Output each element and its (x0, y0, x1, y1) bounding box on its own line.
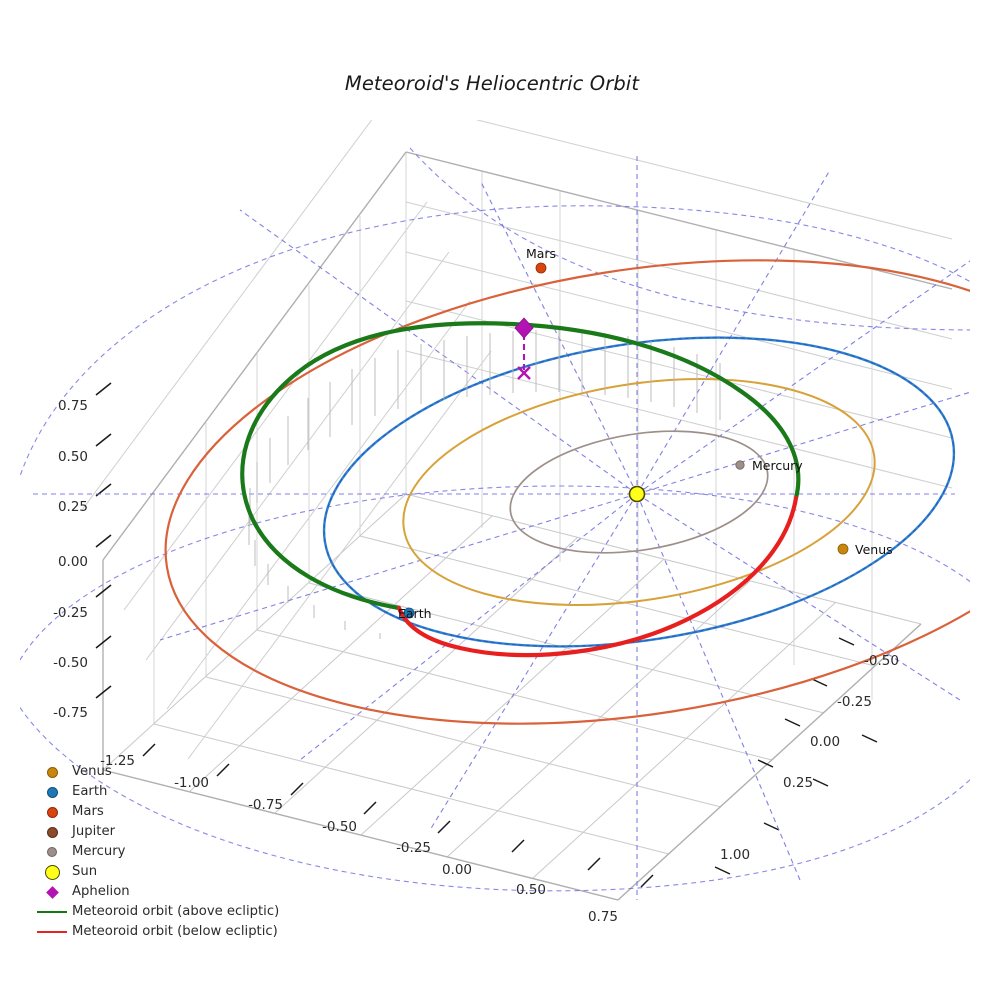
legend-label: Aphelion (72, 884, 130, 899)
legend-item-jupiter[interactable]: Jupiter (34, 822, 334, 842)
grid-wall-right-verticals (481, 171, 873, 700)
legend-item-aphelion[interactable]: Aphelion (34, 882, 334, 902)
sun-dot-icon (34, 864, 70, 880)
orbit-meteoroid-below (396, 495, 799, 658)
tick-label: 0.00 (442, 862, 472, 878)
venus-label: Venus (855, 542, 893, 557)
tick-label: -0.50 (864, 653, 899, 669)
tick-label: -0.50 (53, 655, 88, 671)
tick-labels-bottom-right: 0.50 0.75 1.00 (516, 847, 750, 925)
grid-wall-left-verticals (102, 152, 407, 770)
earth-dot-icon (34, 786, 70, 798)
sun-marker[interactable] (628, 485, 646, 503)
tick-label: 0.00 (810, 734, 840, 750)
page-title: Meteoroid's Heliocentric Orbit (344, 72, 640, 95)
tick-labels-right: -0.50 -0.25 0.00 0.25 (783, 653, 899, 791)
earth-marker[interactable] (403, 607, 415, 619)
tick-label: 1.00 (720, 847, 750, 863)
legend-item-meteoroid-below[interactable]: Meteoroid orbit (below ecliptic) (34, 922, 334, 942)
tick-label: -0.75 (53, 705, 88, 721)
legend-item-mars[interactable]: Mars (34, 802, 334, 822)
meteoroid-projection-stems (248, 330, 721, 639)
tick-label: 0.75 (588, 909, 618, 925)
aphelion-diamond-icon (34, 885, 70, 899)
tick-labels-left: 0.75 0.50 0.25 0.00 -0.25 -0.50 -0.75 (53, 398, 88, 721)
mars-marker[interactable] (535, 262, 547, 274)
legend-item-meteoroid-above[interactable]: Meteoroid orbit (above ecliptic) (34, 902, 334, 922)
tick-label: 0.50 (516, 882, 546, 898)
legend-label: Sun (72, 864, 98, 879)
orbit-mercury (509, 430, 769, 554)
legend-item-mercury[interactable]: Mercury (34, 842, 334, 862)
green-line-swatch-icon (34, 911, 70, 913)
red-line-swatch-icon (34, 931, 70, 933)
tick-label: -0.25 (837, 694, 872, 710)
venus-dot-icon (34, 766, 70, 778)
legend-label: Jupiter (72, 824, 115, 839)
tick-label: -1.00 (174, 775, 209, 791)
body-markers (403, 262, 849, 619)
chart-legend: Venus Earth Mars Jupiter Mercury (34, 762, 334, 942)
tick-labels-bottom-left: -1.25 -1.00 -0.75 -0.50 -0.25 0.00 (100, 753, 472, 878)
tick-label: -0.25 (396, 840, 431, 856)
legend-label: Venus (72, 764, 112, 779)
grid-wall-left (81, 120, 492, 760)
tick-label: 0.75 (58, 398, 88, 414)
tick-label: 0.25 (58, 499, 88, 515)
legend-label: Meteoroid orbit (above ecliptic) (72, 904, 280, 919)
aphelion-ecliptic-cross-icon (517, 366, 531, 380)
legend-item-venus[interactable]: Venus (34, 762, 334, 782)
jupiter-dot-icon (34, 826, 70, 838)
orbit-venus (402, 378, 876, 606)
legend-item-earth[interactable]: Earth (34, 782, 334, 802)
tick-label: -0.75 (248, 797, 283, 813)
earth-label: Earth (398, 606, 432, 621)
tick-label: 0.50 (58, 449, 88, 465)
legend-item-sun[interactable]: Sun (34, 862, 334, 882)
mercury-label: Mercury (752, 458, 803, 473)
mercury-dot-icon (34, 847, 70, 857)
venus-marker[interactable] (837, 543, 849, 555)
orbit-mars (164, 259, 970, 725)
legend-label: Mars (72, 804, 104, 819)
mars-dot-icon (34, 806, 70, 818)
legend-label: Meteoroid orbit (below ecliptic) (72, 924, 278, 939)
tick-label: -1.25 (100, 753, 135, 769)
orbit-meteoroid-above (240, 321, 801, 611)
tick-label: 0.00 (58, 554, 88, 570)
orbit-earth (322, 336, 956, 648)
ecliptic-boundary-ellipses (20, 147, 970, 892)
body-label-group: Mars Mercury Venus Earth (398, 246, 893, 621)
mars-label: Mars (526, 246, 556, 261)
aphelion-diamond-icon[interactable] (514, 317, 534, 339)
tick-label: -0.25 (53, 605, 88, 621)
grid-wall-right (405, 120, 953, 489)
legend-label: Earth (72, 784, 108, 799)
tick-label: 0.25 (783, 775, 813, 791)
mercury-marker[interactable] (735, 460, 745, 470)
axis-tickmarks (95, 382, 878, 888)
legend-label: Mercury (72, 844, 126, 859)
aphelion-annotation (514, 317, 534, 380)
tick-label: -0.50 (322, 819, 357, 835)
